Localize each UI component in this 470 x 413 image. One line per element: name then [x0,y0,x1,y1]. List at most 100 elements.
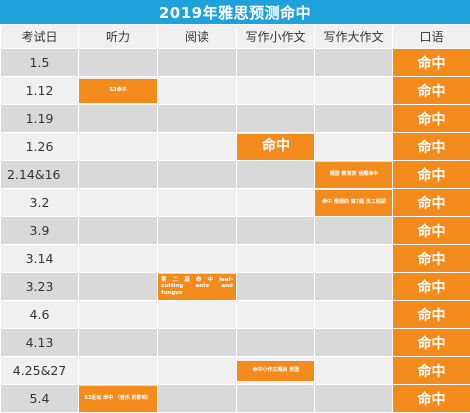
header-writing-task2: 写作大作文 [315,25,393,49]
reading-cell [158,245,237,273]
table-row: 4.6 命中 [1,301,470,329]
task2-cell [315,77,393,105]
listening-cell [79,189,158,217]
task2-cell: 命中 预测的 第7题 员工假期 [315,189,393,217]
task2-cell [315,357,393,385]
reading-hit-tag: 第 二 篇 命 中 leaf-cutting ants and fungus [158,274,236,300]
task2-cell [315,273,393,301]
speaking-hit-cell: 命中 [393,133,470,161]
header-speaking: 口语 [393,25,470,49]
table-row: 3.2 命中 预测的 第7题 员工假期 命中 [1,189,470,217]
listening-cell [79,329,158,357]
listening-cell [79,245,158,273]
table-row: 4.13 命中 [1,329,470,357]
task2-cell [315,385,393,413]
listening-cell [79,273,158,301]
task1-hit-tag: 命中 [237,134,315,160]
reading-cell [158,133,237,161]
task1-cell [237,273,315,301]
table-row: 3.9 命中 [1,217,470,245]
speaking-hit-cell: 命中 [393,329,470,357]
table-row: 1.19 命中 [1,105,470,133]
task2-cell [315,245,393,273]
task1-cell [237,245,315,273]
task1-cell [237,161,315,189]
reading-cell [158,105,237,133]
reading-cell [158,357,237,385]
task1-cell: 命中 [237,133,315,161]
task1-hit-tag: 命中小作文题目 类型 [237,361,315,381]
task1-cell [237,105,315,133]
header-row: 考试日 听力 阅读 写作小作文 写作大作文 口语 [1,25,470,49]
task1-cell [237,301,315,329]
table-row: 3.14 命中 [1,245,470,273]
task2-cell [315,301,393,329]
reading-cell [158,189,237,217]
listening-cell [79,133,158,161]
table-row: 5.4 S3近似 命中 （音乐 的影响） 命中 [1,385,470,413]
header-reading: 阅读 [158,25,237,49]
listening-cell [79,301,158,329]
speaking-hit-cell: 命中 [393,189,470,217]
listening-cell [79,217,158,245]
speaking-hit-cell: 命中 [393,301,470,329]
listening-cell [79,49,158,77]
listening-cell [79,161,158,189]
task1-cell [237,77,315,105]
date-cell: 3.2 [1,189,79,217]
date-cell: 4.6 [1,301,79,329]
reading-cell [158,49,237,77]
speaking-hit-cell: 命中 [393,77,470,105]
task2-cell [315,133,393,161]
date-cell: 1.5 [1,49,79,77]
task2-cell [315,217,393,245]
task1-cell [237,329,315,357]
reading-cell: 第 二 篇 命 中 leaf-cutting ants and fungus [158,273,237,301]
reading-cell [158,77,237,105]
task2-cell: 题型 教育类 话题命中 [315,161,393,189]
table-row: 1.26 命中 命中 [1,133,470,161]
task1-cell [237,385,315,413]
listening-cell: S3近似 命中 （音乐 的影响） [79,385,158,413]
prediction-table: 考试日 听力 阅读 写作小作文 写作大作文 口语 1.5 命中 1.12 S3命… [0,24,470,413]
task2-hit-tag: 题型 教育类 话题命中 [315,162,393,188]
table-row: 1.12 S3命中 命中 [1,77,470,105]
speaking-hit-cell: 命中 [393,49,470,77]
task2-hit-tag: 命中 预测的 第7题 员工假期 [315,190,393,216]
listening-cell [79,357,158,385]
task2-cell [315,105,393,133]
date-cell: 3.14 [1,245,79,273]
task1-cell: 命中小作文题目 类型 [237,357,315,385]
table-row: 1.5 命中 [1,49,470,77]
date-cell: 2.14&16 [1,161,79,189]
header-listening: 听力 [79,25,158,49]
header-writing-task1: 写作小作文 [237,25,315,49]
listening-hit-tag: S3命中 [79,79,157,103]
speaking-hit-cell: 命中 [393,245,470,273]
reading-cell [158,217,237,245]
task2-cell [315,49,393,77]
reading-cell [158,161,237,189]
listening-cell [79,105,158,133]
task2-cell [315,329,393,357]
date-cell: 4.25&27 [1,357,79,385]
table-title: 2019年雅思预测命中 [0,0,470,24]
date-cell: 3.23 [1,273,79,301]
table-row: 2.14&16 题型 教育类 话题命中 命中 [1,161,470,189]
speaking-hit-cell: 命中 [393,161,470,189]
date-cell: 5.4 [1,385,79,413]
reading-cell [158,385,237,413]
speaking-hit-cell: 命中 [393,273,470,301]
date-cell: 4.13 [1,329,79,357]
listening-cell: S3命中 [79,77,158,105]
table-row: 3.23 第 二 篇 命 中 leaf-cutting ants and fun… [1,273,470,301]
speaking-hit-cell: 命中 [393,357,470,385]
date-cell: 1.19 [1,105,79,133]
date-cell: 1.26 [1,133,79,161]
listening-hit-tag: S3近似 命中 （音乐 的影响） [79,386,157,412]
speaking-hit-cell: 命中 [393,217,470,245]
header-exam-date: 考试日 [1,25,79,49]
task1-cell [237,189,315,217]
speaking-hit-cell: 命中 [393,105,470,133]
